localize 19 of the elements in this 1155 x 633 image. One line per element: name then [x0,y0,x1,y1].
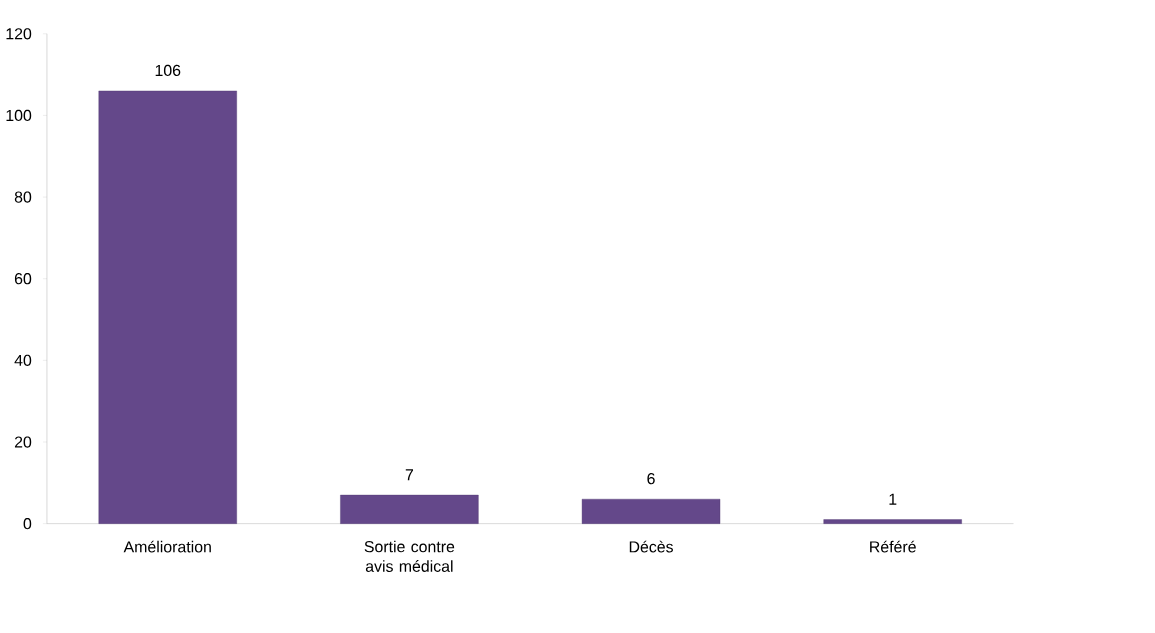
y-tick-label: 120 [6,27,32,40]
y-tick-label: 40 [14,354,32,366]
x-tick-label: Référé [870,540,916,553]
y-tick-label: 100 [6,109,32,121]
x-tick-label: Sortie contre avis médical [364,540,455,572]
data-label: 1 [889,493,897,505]
y-tick-label: 60 [14,272,32,285]
y-tick-label: 0 [23,517,32,530]
y-tick-label: 20 [14,436,32,448]
bar [581,498,721,524]
x-tick-label: Amélioration [123,540,211,553]
data-label: 6 [647,472,655,485]
bar [823,519,962,524]
data-label: 7 [405,469,414,480]
x-tick-label: Décès [629,540,673,553]
bar [98,90,237,524]
bar [340,494,479,524]
data-label: 106 [155,64,181,76]
y-tick-label: 80 [14,191,32,203]
